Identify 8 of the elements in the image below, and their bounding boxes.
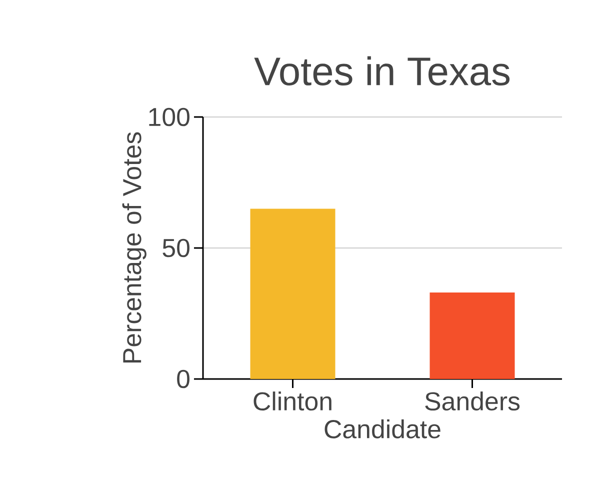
- x-tick-label: Sanders: [425, 392, 520, 411]
- chart-title: Votes in Texas: [254, 56, 510, 86]
- y-tick-label: 0: [177, 370, 190, 388]
- y-axis-title: Percentage of Votes: [122, 132, 146, 363]
- y-tick-label: 50: [162, 238, 190, 258]
- x-tick-label: Clinton: [254, 392, 332, 411]
- x-axis-title: Candidate: [324, 419, 440, 438]
- y-tick-label: 100: [149, 108, 190, 126]
